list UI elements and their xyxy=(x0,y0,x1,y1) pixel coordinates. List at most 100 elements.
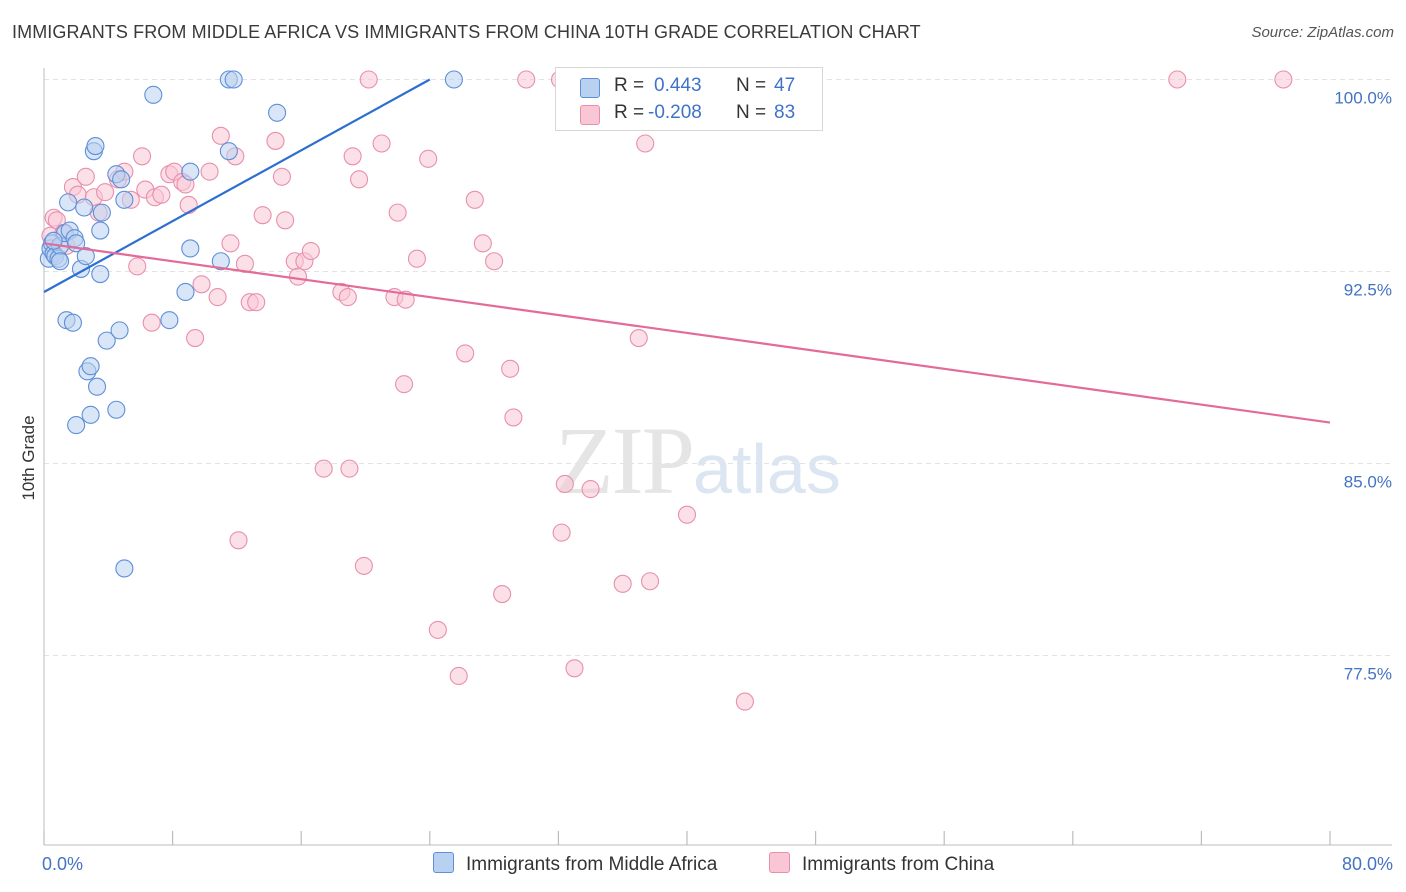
data-point xyxy=(221,234,240,253)
data-point xyxy=(613,574,632,593)
data-point xyxy=(59,193,78,212)
data-point xyxy=(517,70,536,89)
trend-line-pink xyxy=(43,242,1331,424)
data-point xyxy=(110,321,129,340)
data-point xyxy=(640,572,660,591)
series-china-points xyxy=(41,70,1293,711)
bottom-legend-swatch-pink xyxy=(769,852,790,873)
data-point xyxy=(115,190,134,209)
source-note: Source: ZipAtlas.com xyxy=(1251,24,1394,41)
data-point xyxy=(552,523,571,542)
data-point xyxy=(555,474,574,494)
trend-line-blue xyxy=(43,78,431,293)
data-point xyxy=(128,257,147,276)
y-tick-label: 92.5% xyxy=(1344,281,1392,300)
data-point xyxy=(86,137,105,156)
data-point xyxy=(181,239,200,258)
y-tick-label: 100.0% xyxy=(1334,89,1392,108)
legend-n-label-1: N = xyxy=(736,75,767,96)
bottom-legend-label-2: Immigrants from China xyxy=(802,854,995,875)
x-tick-label: 0.0% xyxy=(42,854,83,874)
data-point xyxy=(176,282,195,302)
data-point xyxy=(67,416,86,435)
legend-swatch-blue xyxy=(580,78,600,98)
y-tick-label: 77.5% xyxy=(1344,665,1392,684)
data-point xyxy=(76,247,95,266)
data-point xyxy=(354,556,373,575)
axes xyxy=(43,68,1392,846)
data-point xyxy=(253,206,272,225)
legend-swatch-pink xyxy=(580,105,600,125)
data-point xyxy=(81,357,100,376)
data-point xyxy=(268,103,287,122)
chart-title: IMMIGRANTS FROM MIDDLE AFRICA VS IMMIGRA… xyxy=(12,22,921,42)
data-point xyxy=(211,252,230,271)
legend-r-value-2: -0.208 xyxy=(648,102,702,123)
data-point xyxy=(91,221,110,240)
data-point xyxy=(186,329,205,348)
bottom-legend-swatch-blue xyxy=(433,852,454,873)
data-point xyxy=(581,480,600,499)
legend-r-label-1: R = xyxy=(614,75,645,96)
correlation-legend: R = 0.443 N = 47 R = -0.208 N = 83 xyxy=(555,67,823,131)
y-tick-label: 85.0% xyxy=(1344,473,1392,492)
data-point xyxy=(343,147,362,166)
data-point xyxy=(314,459,333,478)
trend-lines xyxy=(43,78,1331,424)
data-point xyxy=(419,149,438,168)
data-point xyxy=(338,288,357,307)
data-point xyxy=(1168,70,1187,89)
data-point xyxy=(91,265,110,284)
legend-n-value-2: 83 xyxy=(774,102,796,123)
watermark-zip: ZIP xyxy=(555,407,695,514)
data-point xyxy=(51,252,70,271)
data-point xyxy=(115,559,134,578)
x-tick-label: 80.0% xyxy=(1342,854,1393,874)
data-point xyxy=(192,275,211,294)
data-point xyxy=(372,134,391,153)
data-point xyxy=(44,231,63,250)
data-point xyxy=(485,252,504,271)
data-point xyxy=(63,313,82,332)
data-point xyxy=(224,70,243,89)
data-point xyxy=(144,85,163,104)
legend-n-label-2: N = xyxy=(736,102,767,123)
data-point xyxy=(428,620,447,639)
watermark: ZIPatlas xyxy=(555,405,841,516)
data-point xyxy=(200,162,219,181)
data-point xyxy=(107,400,126,419)
data-point xyxy=(181,162,200,181)
data-point xyxy=(288,267,308,286)
y-axis-title: 10th Grade xyxy=(19,415,38,500)
data-point xyxy=(465,190,484,209)
data-point xyxy=(96,183,115,202)
axis-labels: 77.5% 85.0% 92.5% 100.0% 0.0% 80.0% 10th Grade xyxy=(19,89,1393,875)
data-point xyxy=(456,344,475,363)
data-point xyxy=(340,459,359,478)
data-point xyxy=(92,203,111,222)
data-point xyxy=(395,375,414,394)
data-point xyxy=(444,70,463,89)
data-point xyxy=(565,659,584,678)
data-point xyxy=(97,331,116,350)
data-point xyxy=(350,170,369,189)
data-point xyxy=(388,203,407,222)
legend-r-label-2: R = xyxy=(614,102,645,123)
data-point xyxy=(629,329,648,348)
data-point xyxy=(677,505,697,524)
data-point xyxy=(211,126,230,145)
data-point xyxy=(87,377,107,396)
series-middle-africa-points xyxy=(39,70,463,578)
data-point xyxy=(133,147,152,166)
watermark-atlas: atlas xyxy=(693,430,841,508)
bottom-legend-china: Immigrants from China xyxy=(769,852,994,876)
bottom-legend-middle-africa: Immigrants from Middle Africa xyxy=(433,852,717,876)
data-point xyxy=(81,405,100,424)
data-point xyxy=(112,170,131,189)
data-point xyxy=(473,234,492,253)
data-point xyxy=(449,666,468,686)
data-point xyxy=(276,211,295,230)
bottom-legend-label-1: Immigrants from Middle Africa xyxy=(466,854,718,875)
data-point xyxy=(501,359,520,378)
